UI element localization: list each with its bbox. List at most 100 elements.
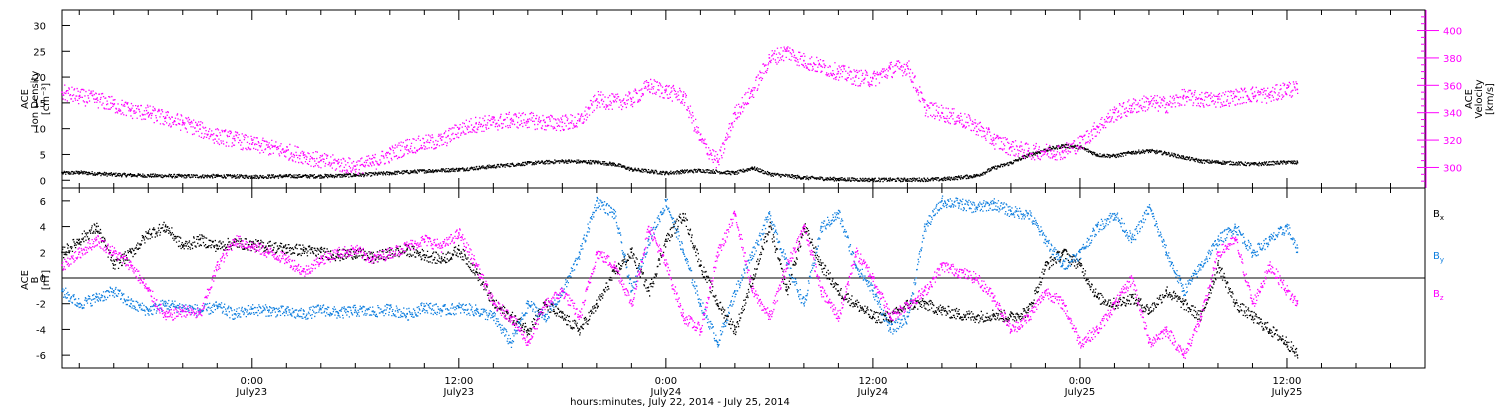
by-series-point	[285, 310, 288, 313]
top-right-label-1: ACE	[1464, 89, 1475, 109]
bx-series-point	[872, 315, 874, 318]
x-tick-label-date: July23	[235, 387, 267, 398]
bz-series-point	[1130, 277, 1133, 279]
velocity-series-point	[423, 142, 426, 144]
by-series-point	[319, 308, 322, 310]
bz-series-point	[872, 277, 874, 279]
by-series-point	[492, 315, 495, 318]
bz-series-point	[78, 251, 81, 254]
ion-density-series-point	[941, 177, 943, 180]
bz-series-point	[319, 257, 322, 260]
ion-density-series-point	[1130, 151, 1133, 153]
bz-series-point	[475, 264, 477, 266]
by-series-point	[1061, 264, 1064, 266]
bx-series-point	[475, 270, 477, 273]
bz-series-point	[992, 296, 995, 299]
velocity-series-point	[785, 50, 788, 52]
by-series-point	[147, 309, 150, 311]
bx-series-point	[61, 251, 63, 254]
by-series-point	[751, 251, 753, 254]
velocity-series-point	[751, 89, 753, 92]
bottom-left-axis: -6 -4 -2 0 2 4 6	[36, 197, 70, 362]
by-series-point	[337, 311, 339, 314]
x-tick-label-time: 12:00	[1273, 376, 1302, 387]
by-series-point	[1148, 206, 1150, 209]
velocity-series-point	[768, 57, 771, 59]
bx-series-point	[1165, 290, 1168, 292]
bx-series-point	[1251, 315, 1254, 318]
by-series-point	[354, 309, 357, 311]
bx-series-point	[458, 248, 460, 251]
velocity-series-point	[596, 98, 598, 100]
velocity-series-point	[958, 117, 960, 119]
velocity-series-point	[440, 139, 443, 141]
ion-density-series-point	[630, 168, 633, 170]
velocity-series-point	[337, 162, 339, 165]
bz-series-point	[1199, 315, 1202, 318]
ion-density-series-point	[527, 161, 529, 164]
bz-series-point	[889, 315, 891, 318]
velocity-series-point	[923, 106, 926, 109]
top-left-label-3: [cm⁻³]	[41, 83, 52, 115]
by-series-point	[734, 290, 736, 292]
by-series-point	[406, 313, 408, 315]
velocity-series-point	[509, 118, 512, 121]
top-left-tick-label: 25	[33, 47, 46, 58]
bx-series-point	[181, 245, 184, 247]
x-tick-label-date: July25	[1271, 387, 1303, 398]
bx-series-point	[164, 225, 167, 228]
ion-density-series-point	[147, 174, 150, 176]
velocity-series-point	[1217, 98, 1219, 100]
bz-series-point	[406, 245, 408, 247]
bz-series-point	[285, 257, 288, 260]
bx-series-point	[958, 313, 960, 315]
ion-density-series-point	[768, 172, 771, 175]
ion-density-series-point	[423, 169, 426, 172]
ion-density-series-point	[1148, 149, 1150, 152]
ion-density-series-point	[181, 174, 184, 177]
by-series-point	[1027, 212, 1029, 215]
velocity-series-point	[492, 121, 495, 124]
by-series-point	[1199, 264, 1202, 266]
bottom-left-tick-label: 6	[40, 197, 46, 208]
velocity-series-point	[285, 150, 288, 152]
velocity-series-point	[1268, 94, 1271, 96]
bottom-left-label-2: B	[30, 276, 41, 283]
velocity-series-point	[1010, 146, 1012, 148]
ion-density-series-point	[665, 171, 667, 174]
bz-series-point	[389, 251, 391, 254]
bz-series-point	[596, 251, 598, 254]
bz-series-point	[630, 302, 633, 305]
velocity-series-point	[78, 95, 81, 98]
by-series-point	[837, 212, 840, 215]
by-series-point	[181, 306, 184, 309]
bx-series-point	[130, 251, 132, 254]
ion-density-series-points	[62, 143, 1299, 183]
by-series-point	[458, 306, 460, 309]
velocity-series-point	[1182, 95, 1185, 98]
bz-series-point	[958, 270, 960, 273]
bottom-left-tick-label: -4	[36, 325, 46, 336]
ion-density-series-point	[1199, 159, 1202, 162]
ion-density-series-point	[682, 170, 684, 172]
bx-series-point	[613, 270, 615, 273]
by-series-point	[630, 290, 633, 292]
velocity-series-point	[1044, 150, 1047, 152]
bz-series-point	[975, 277, 978, 279]
by-series-point	[1010, 210, 1012, 212]
velocity-series-point	[61, 91, 63, 93]
bx-series-point	[682, 212, 684, 215]
bz-series-point	[768, 315, 771, 318]
ion-density-series-point	[1113, 154, 1116, 157]
velocity-series-point	[699, 139, 702, 141]
x-tick-label-time: 12:00	[858, 376, 887, 387]
velocity-series-point	[130, 109, 132, 111]
by-series-point	[699, 302, 702, 305]
by-series-point	[596, 200, 598, 202]
x-tick-label-time: 0:00	[241, 376, 263, 387]
by-series-point	[1079, 251, 1081, 254]
by-series-point	[803, 302, 805, 305]
ion-density-series-point	[1296, 161, 1299, 164]
velocity-series-point	[630, 98, 633, 100]
